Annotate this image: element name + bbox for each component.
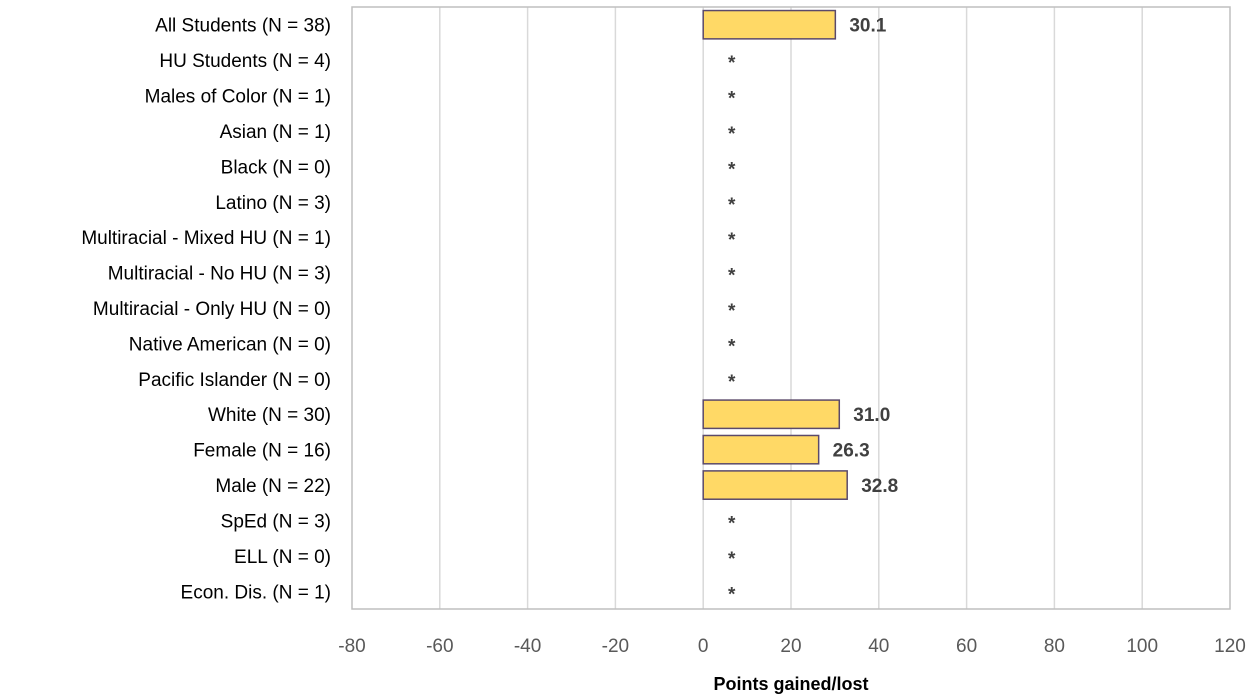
category-label: Male (N = 22) [215,476,331,497]
suppressed-data-label: * [728,266,736,287]
category-label: Econ. Dis. (N = 1) [181,582,331,603]
suppressed-data-label: * [728,336,736,357]
suppressed-data-label: * [728,372,736,393]
category-label: Latino (N = 3) [215,193,331,214]
x-tick-label: -60 [426,636,453,657]
category-label: Pacific Islander (N = 0) [138,370,331,391]
data-label: 32.8 [861,476,898,497]
x-tick-label: -20 [602,636,629,657]
suppressed-data-label: * [728,89,736,110]
category-label: SpEd (N = 3) [221,511,331,532]
x-tick-label: 20 [780,636,801,657]
bar [702,9,837,40]
x-tick-label: 40 [868,636,889,657]
suppressed-data-label: * [728,230,736,251]
category-label: Multiracial - No HU (N = 3) [108,264,331,285]
bar [702,434,820,465]
suppressed-data-label: * [728,53,736,74]
suppressed-data-label: * [728,549,736,570]
category-label: HU Students (N = 4) [159,51,331,72]
data-label: 26.3 [833,441,870,462]
x-tick-label: 100 [1126,636,1158,657]
x-tick-label: -40 [514,636,541,657]
category-label: Native American (N = 0) [129,334,331,355]
category-labels: All Students (N = 38) HU Students (N = 4)… [81,16,331,604]
category-label: ELL (N = 0) [234,547,331,568]
suppressed-data-label: * [728,124,736,145]
x-tick-labels: -80 -60 -40 -20 0 20 40 60 80 100 120 [338,636,1246,657]
x-tick-label: 120 [1214,636,1246,657]
suppressed-data-label: * [728,584,736,605]
suppressed-data-label: * [728,301,736,322]
category-label: Black (N = 0) [221,157,331,178]
category-label: Female (N = 16) [193,441,331,462]
category-label: Asian (N = 1) [220,122,331,143]
category-label: All Students (N = 38) [155,16,331,37]
x-tick-label: 0 [698,636,709,657]
suppressed-data-label: * [728,195,736,216]
x-tick-label: 80 [1044,636,1065,657]
category-label: Multiracial - Mixed HU (N = 1) [81,228,331,249]
category-label: Multiracial - Only HU (N = 0) [93,299,331,320]
data-label: 31.0 [853,405,890,426]
category-label: Males of Color (N = 1) [145,87,331,108]
x-tick-label: 60 [956,636,977,657]
category-label: White (N = 30) [208,405,331,426]
suppressed-data-label: * [728,513,736,534]
x-tick-label: -80 [338,636,365,657]
suppressed-data-label: * [728,159,736,180]
data-label: 30.1 [849,16,886,37]
bars-layer [702,9,848,500]
plot-frame [351,6,1231,610]
bar [702,399,841,430]
data-labels: 30.1 * * * * * * * * * * 31.0 26.3 32.8 * * * [728,16,898,606]
bar [702,470,848,500]
x-axis-title: Points gained/lost [713,674,868,694]
grid-layer [439,7,1143,609]
